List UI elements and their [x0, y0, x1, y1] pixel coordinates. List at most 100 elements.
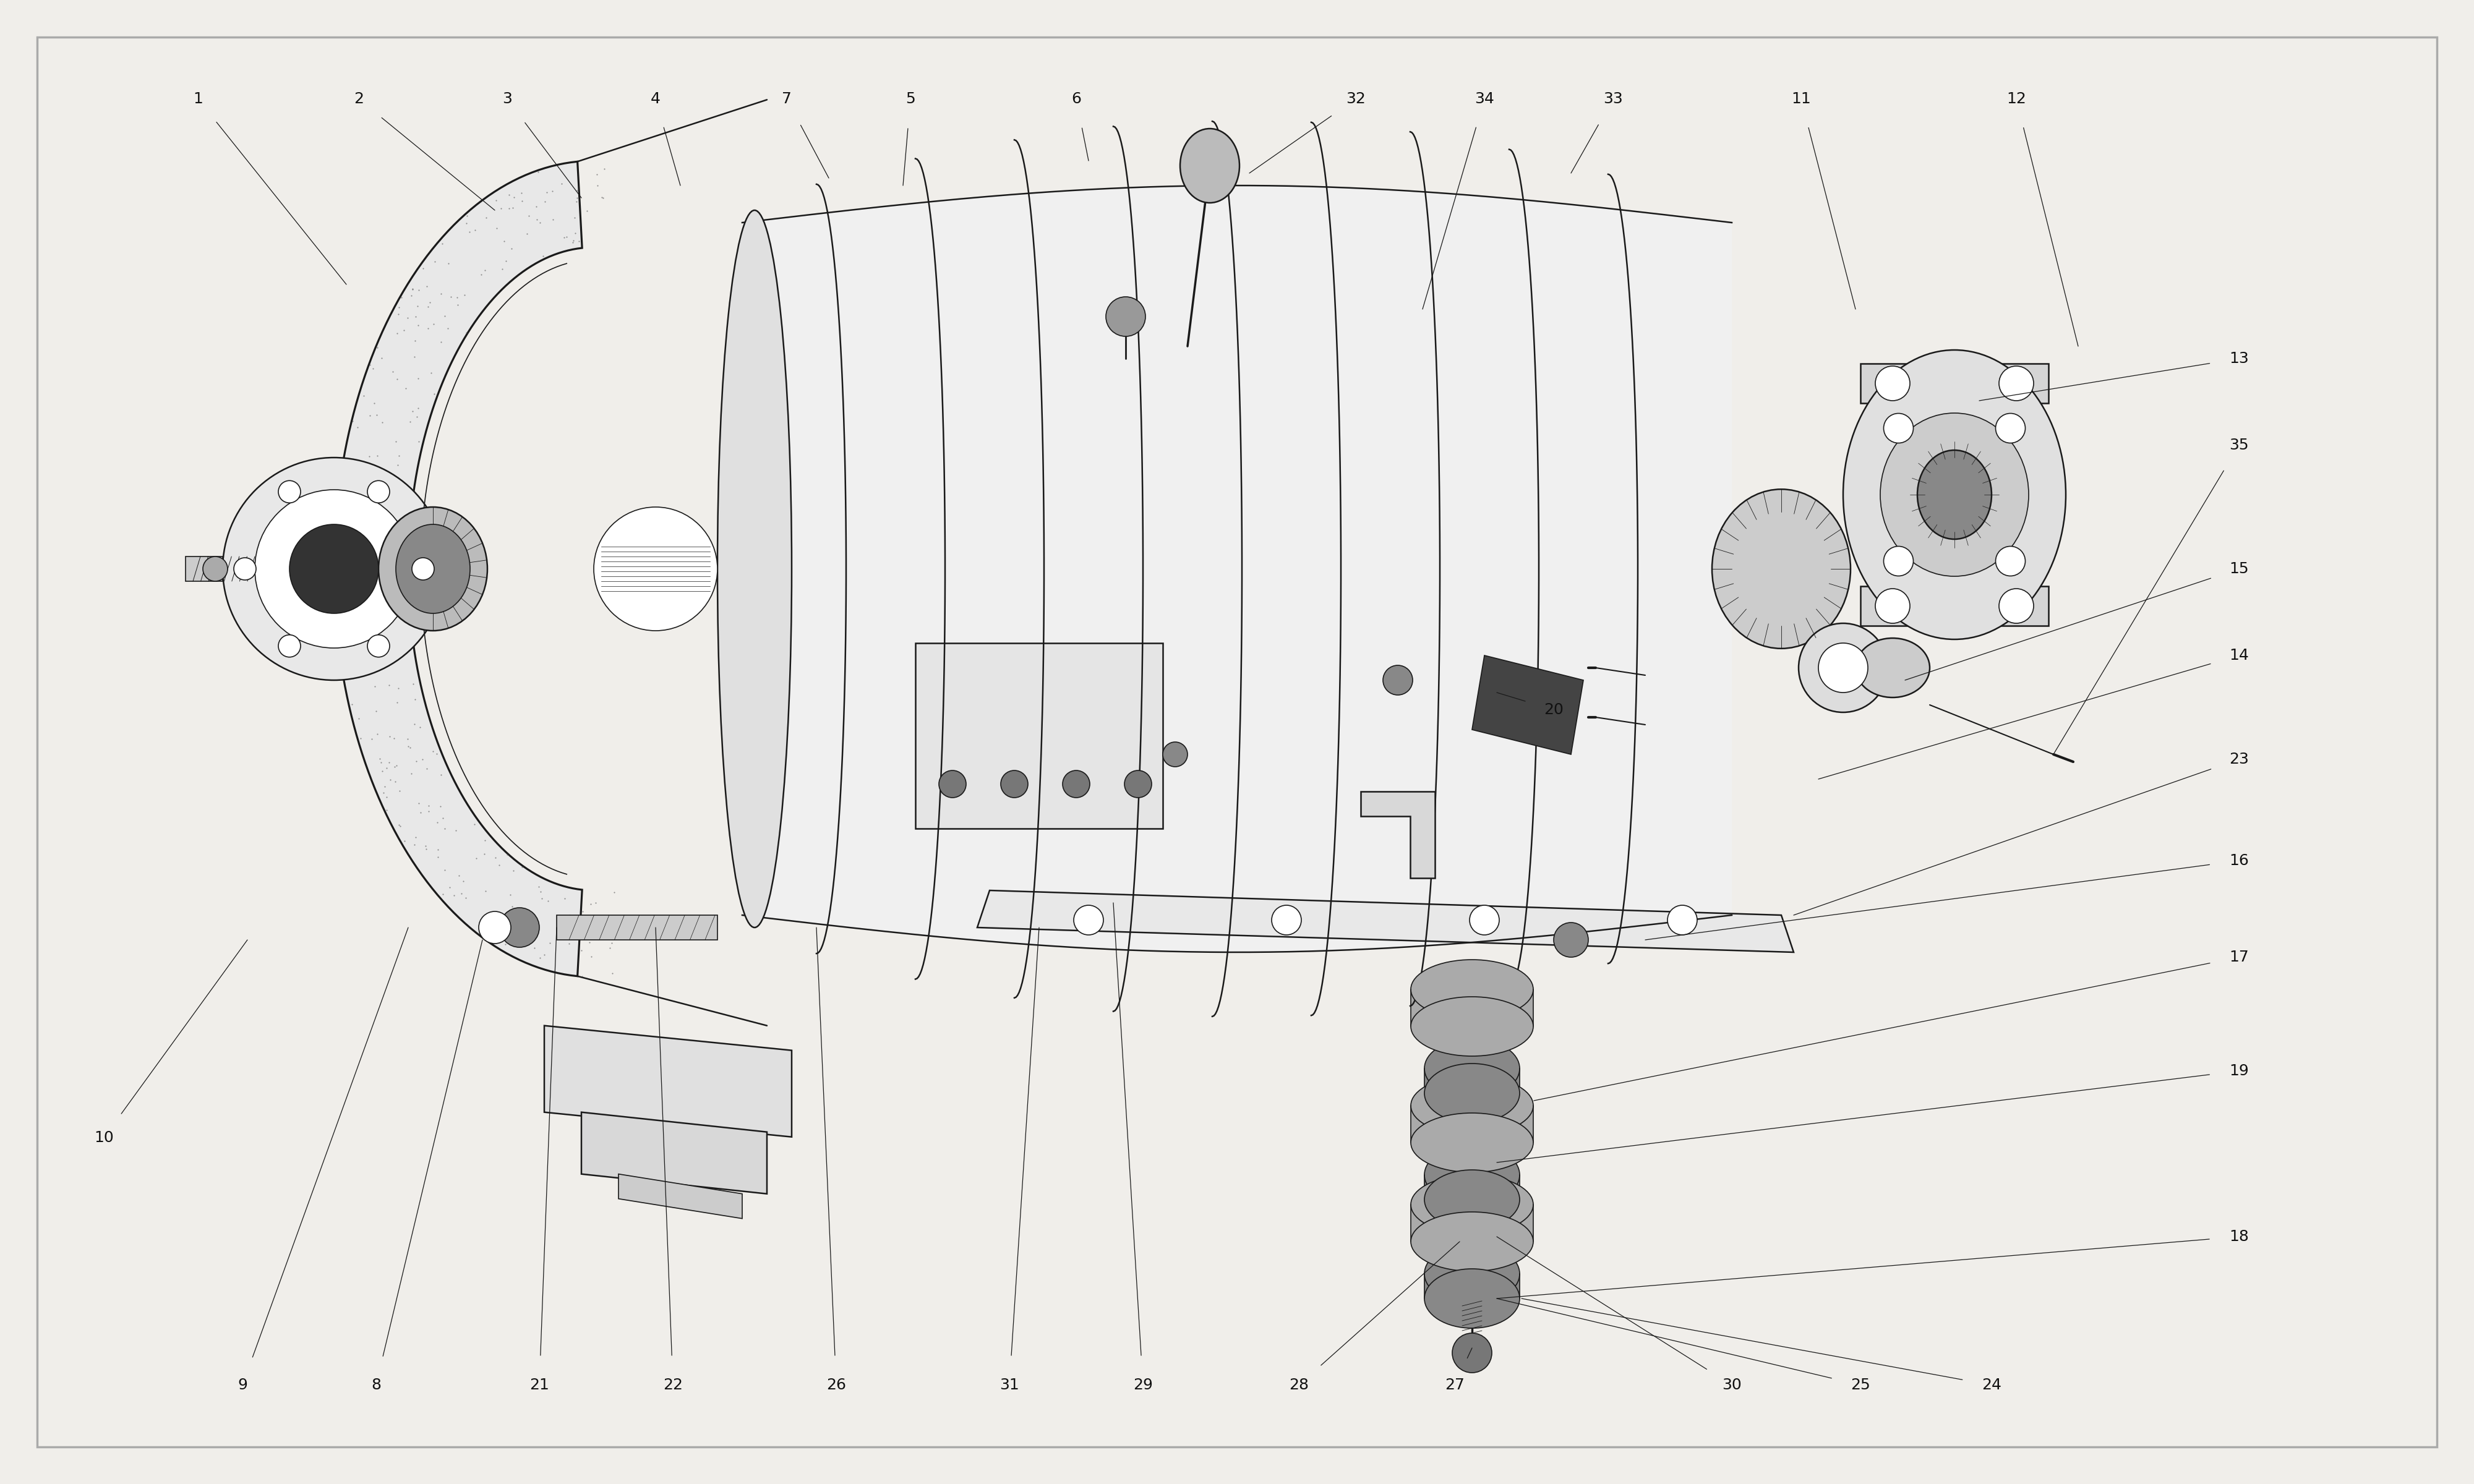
Ellipse shape: [223, 457, 445, 680]
Ellipse shape: [1410, 960, 1534, 1020]
Ellipse shape: [1470, 905, 1499, 935]
Ellipse shape: [366, 481, 391, 503]
Ellipse shape: [1425, 1269, 1519, 1328]
Ellipse shape: [411, 558, 435, 580]
Ellipse shape: [1554, 923, 1588, 957]
Ellipse shape: [1123, 770, 1153, 798]
Text: 28: 28: [1289, 1377, 1309, 1392]
Ellipse shape: [1106, 297, 1145, 337]
Text: 17: 17: [2229, 950, 2249, 965]
Text: 4: 4: [651, 92, 661, 107]
Text: 10: 10: [94, 1131, 114, 1146]
Polygon shape: [581, 1112, 767, 1193]
Polygon shape: [186, 556, 223, 582]
Text: 33: 33: [1603, 92, 1623, 107]
Ellipse shape: [1425, 1039, 1519, 1098]
Ellipse shape: [396, 524, 470, 613]
Text: 8: 8: [371, 1377, 381, 1392]
Ellipse shape: [1410, 1113, 1534, 1172]
Text: 25: 25: [1851, 1377, 1870, 1392]
Ellipse shape: [999, 770, 1029, 798]
Ellipse shape: [1917, 450, 1992, 539]
Text: 19: 19: [2229, 1064, 2249, 1079]
Text: 24: 24: [1982, 1377, 2001, 1392]
Ellipse shape: [1425, 1244, 1519, 1303]
Text: 30: 30: [1722, 1377, 1742, 1392]
Text: 9: 9: [238, 1377, 247, 1392]
Text: 5: 5: [905, 92, 915, 107]
Text: 32: 32: [1346, 92, 1366, 107]
Text: 22: 22: [663, 1377, 683, 1392]
Ellipse shape: [289, 524, 379, 613]
Ellipse shape: [1425, 1146, 1519, 1205]
Text: 20: 20: [1544, 702, 1564, 717]
Ellipse shape: [1180, 129, 1239, 203]
Ellipse shape: [1425, 1169, 1519, 1229]
Text: 26: 26: [826, 1377, 846, 1392]
Polygon shape: [1361, 791, 1435, 879]
Text: 11: 11: [1791, 92, 1811, 107]
Text: 1: 1: [193, 92, 203, 107]
Ellipse shape: [366, 635, 388, 657]
Text: 23: 23: [2229, 752, 2249, 767]
Ellipse shape: [1875, 589, 1910, 623]
Polygon shape: [544, 1025, 792, 1137]
Text: 13: 13: [2229, 352, 2249, 367]
Text: 34: 34: [1475, 92, 1494, 107]
Ellipse shape: [1997, 414, 2026, 444]
Ellipse shape: [1452, 1333, 1492, 1373]
Text: 29: 29: [1133, 1377, 1153, 1392]
Ellipse shape: [594, 508, 717, 631]
Text: 2: 2: [354, 92, 364, 107]
Ellipse shape: [1799, 623, 1888, 712]
Polygon shape: [977, 890, 1794, 953]
Polygon shape: [557, 916, 717, 939]
Text: 3: 3: [502, 92, 512, 107]
Text: 6: 6: [1071, 92, 1081, 107]
Polygon shape: [742, 186, 1732, 953]
Polygon shape: [1425, 1273, 1519, 1298]
Ellipse shape: [1410, 1076, 1534, 1135]
Text: 35: 35: [2229, 438, 2249, 453]
Ellipse shape: [1163, 742, 1188, 767]
Text: 21: 21: [529, 1377, 549, 1392]
Polygon shape: [1410, 1205, 1534, 1242]
Text: 14: 14: [2229, 649, 2249, 663]
Ellipse shape: [233, 558, 257, 580]
Polygon shape: [334, 162, 581, 976]
Ellipse shape: [1883, 546, 1912, 576]
Bar: [915, 643, 1163, 828]
Polygon shape: [1860, 586, 2048, 626]
Ellipse shape: [1074, 905, 1103, 935]
Text: 15: 15: [2229, 561, 2249, 576]
Ellipse shape: [1883, 414, 1912, 444]
Ellipse shape: [1999, 589, 2034, 623]
Ellipse shape: [940, 770, 965, 798]
Ellipse shape: [480, 911, 512, 944]
Polygon shape: [1425, 1175, 1519, 1199]
Ellipse shape: [1875, 367, 1910, 401]
Text: 7: 7: [782, 92, 792, 107]
Ellipse shape: [1856, 638, 1930, 697]
Polygon shape: [1860, 364, 2048, 404]
Ellipse shape: [1880, 413, 2029, 576]
Polygon shape: [1410, 1106, 1534, 1143]
Polygon shape: [618, 1174, 742, 1218]
Polygon shape: [1425, 1068, 1519, 1094]
Ellipse shape: [1425, 1064, 1519, 1123]
Ellipse shape: [1712, 490, 1851, 649]
Ellipse shape: [1667, 905, 1697, 935]
Ellipse shape: [280, 481, 302, 503]
Ellipse shape: [277, 635, 302, 657]
Ellipse shape: [500, 908, 539, 947]
Ellipse shape: [1383, 665, 1413, 695]
Text: 27: 27: [1445, 1377, 1465, 1392]
Ellipse shape: [1410, 1212, 1534, 1272]
Ellipse shape: [1410, 997, 1534, 1057]
Text: 16: 16: [2229, 853, 2249, 868]
Polygon shape: [1472, 656, 1583, 754]
Ellipse shape: [1818, 643, 1868, 693]
Ellipse shape: [717, 211, 792, 927]
Text: 31: 31: [999, 1377, 1019, 1392]
Ellipse shape: [1410, 1175, 1534, 1235]
